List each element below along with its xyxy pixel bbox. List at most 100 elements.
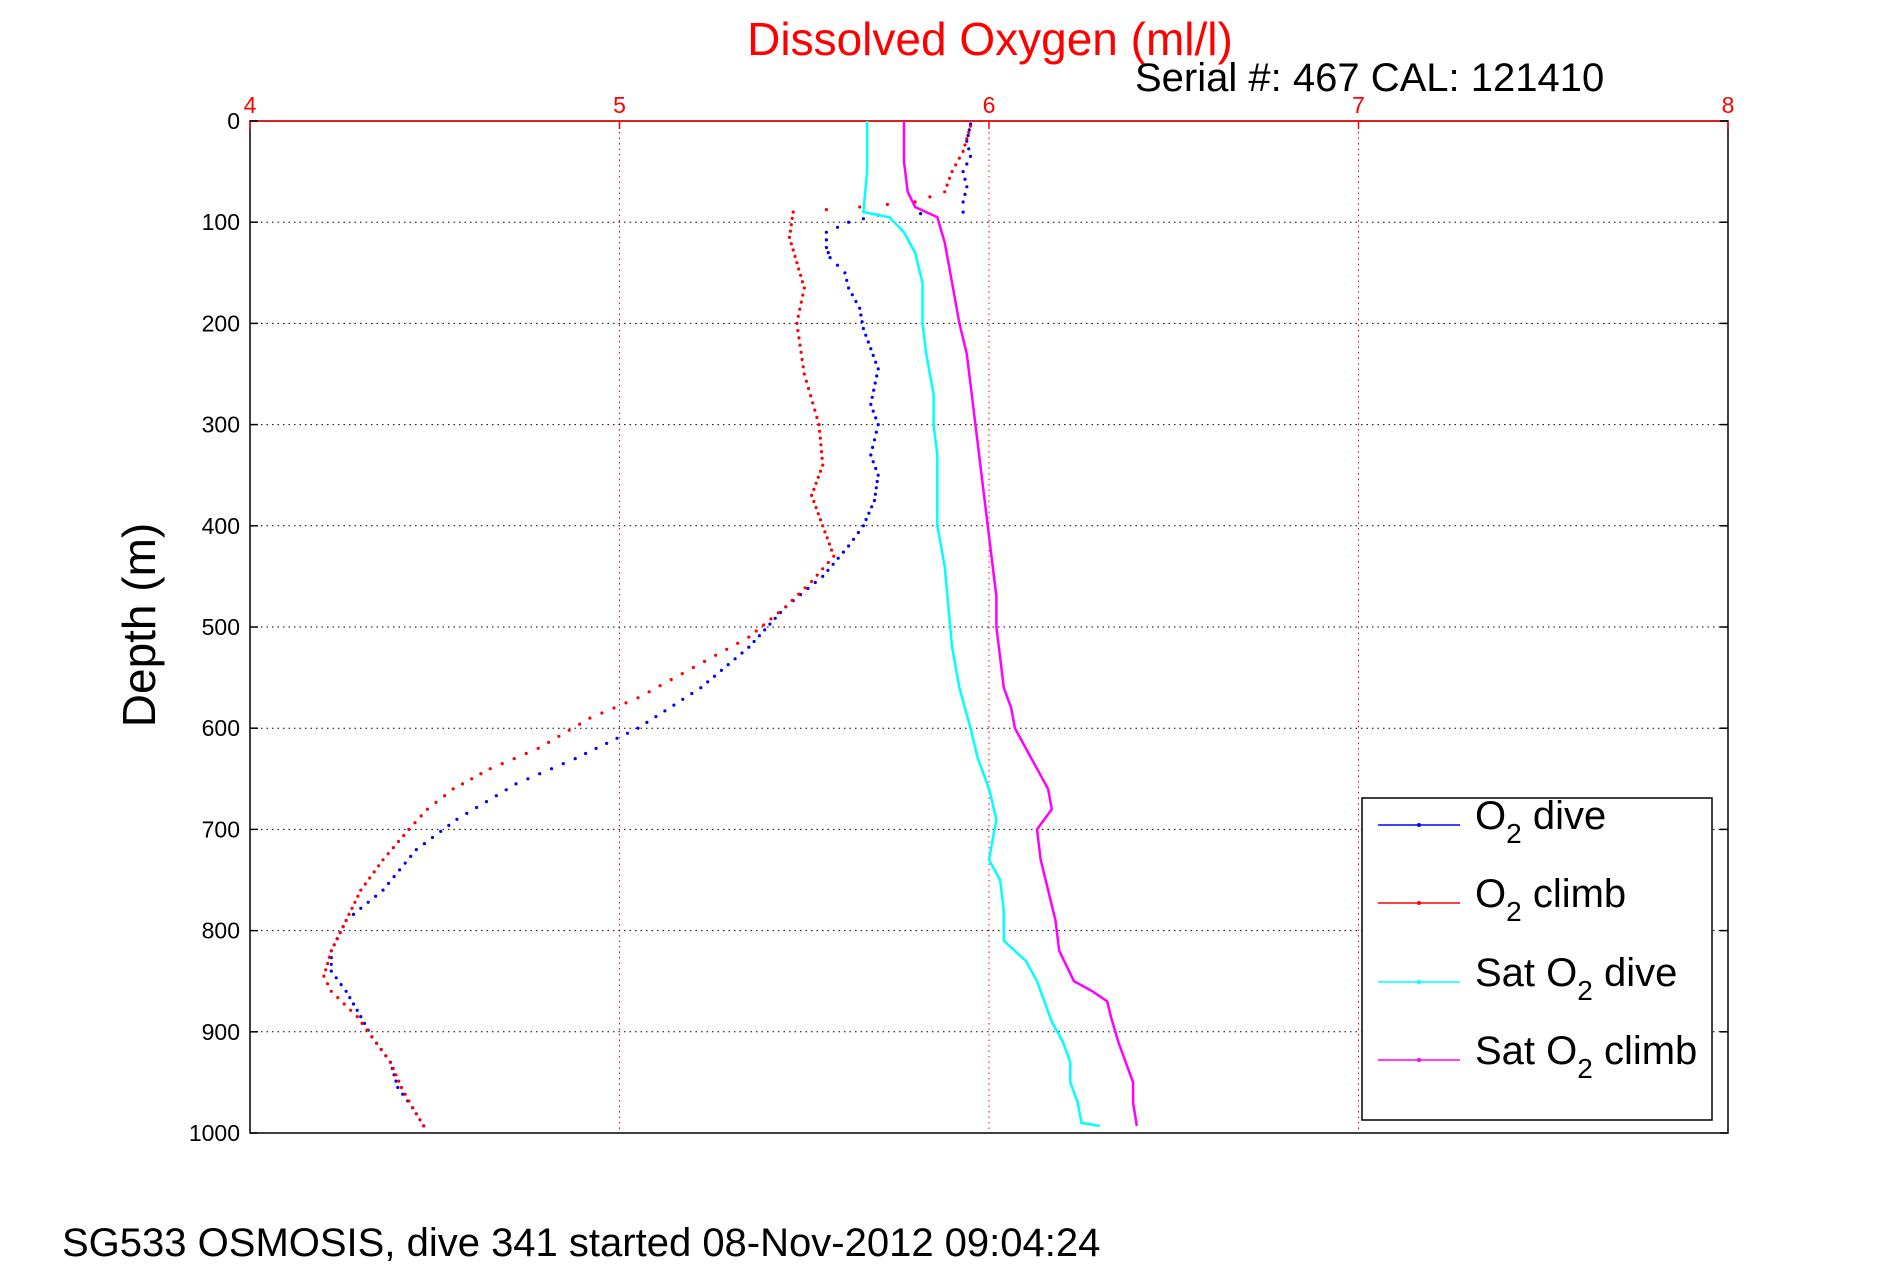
x-tick-label-1: 5 — [613, 92, 626, 118]
chart-footer: SG533 OSMOSIS, dive 341 started 08-Nov-2… — [62, 1221, 1100, 1262]
series-1-point-23 — [322, 974, 326, 978]
series-0-point-94 — [645, 720, 649, 725]
series-1-point-106 — [816, 475, 820, 479]
series-3 — [902, 121, 1139, 1127]
series-0-point-45 — [874, 416, 878, 420]
series-0-point-56 — [873, 492, 878, 496]
series-1-point-112 — [818, 436, 822, 440]
series-1-point-17 — [355, 1015, 359, 1019]
series-1-point-56 — [479, 772, 483, 776]
series-0-point-49 — [871, 445, 875, 449]
series-0-point-59 — [867, 511, 871, 515]
y-tick-label-0: 0 — [227, 108, 240, 134]
series-1-point-132 — [801, 293, 805, 297]
series-1-point-0 — [422, 1124, 426, 1128]
series-1-point-129 — [796, 314, 800, 318]
series-1-point-52 — [443, 794, 447, 798]
series-0-point-105 — [526, 777, 530, 781]
series-1-point-81 — [754, 629, 758, 633]
legend-item-0: O2 dive — [1378, 794, 1606, 849]
series-1-point-148 — [885, 202, 890, 207]
y-tick-label-9: 900 — [202, 1019, 240, 1045]
series-0-point-53 — [876, 473, 880, 477]
legend-label-3: Sat O2 climb — [1475, 1029, 1697, 1084]
series-1-point-126 — [797, 336, 801, 340]
series-1-point-154 — [950, 170, 954, 174]
series-0-point-4 — [967, 147, 971, 151]
series-1-point-34 — [350, 906, 354, 910]
series-0-point-54 — [875, 479, 879, 484]
series-1-point-50 — [425, 807, 429, 811]
series-0-point-44 — [871, 409, 875, 413]
series-1-point-72 — [658, 684, 662, 688]
series-0-point-30 — [859, 313, 863, 317]
y-tick-label-6: 600 — [202, 715, 240, 741]
series-0-point-17 — [835, 225, 840, 229]
series-0-point-143 — [359, 1015, 363, 1019]
series-1-point-51 — [434, 800, 438, 805]
series-1-point-22 — [326, 982, 330, 986]
series-1-point-47 — [407, 827, 411, 832]
series-1-point-92 — [826, 560, 830, 565]
series-1-point-79 — [736, 641, 740, 645]
series-0-point-95 — [636, 726, 640, 730]
series-0-point-85 — [719, 668, 724, 673]
series-1-point-61 — [536, 746, 540, 751]
series-0-point-98 — [605, 741, 609, 746]
series-1-point-99 — [818, 518, 823, 522]
series-0-point-142 — [355, 1008, 359, 1012]
series-0-point-42 — [870, 395, 874, 399]
series-0-point-67 — [831, 562, 835, 566]
series-0-point-83 — [733, 657, 737, 661]
series-0-point-82 — [740, 651, 744, 655]
x-tick-label-2: 6 — [983, 92, 996, 118]
series-1-point-123 — [800, 357, 804, 362]
series-1-point-37 — [359, 888, 363, 892]
series-0-point-102 — [561, 762, 565, 766]
series-1-point-78 — [725, 647, 729, 651]
series-0-point-9 — [965, 185, 969, 189]
series-0-point-31 — [860, 320, 864, 324]
series-0-point-25 — [845, 278, 849, 282]
series-0-point-80 — [752, 639, 756, 644]
series-0-point-52 — [874, 466, 878, 471]
series-1-point-33 — [347, 912, 351, 917]
series-1-point-120 — [804, 379, 809, 383]
series-1-point-122 — [801, 365, 805, 369]
series-0-point-37 — [874, 360, 878, 364]
legend-item-1: O2 climb — [1378, 872, 1626, 927]
series-0-point-140 — [348, 996, 352, 1000]
series-0-point-33 — [864, 333, 868, 337]
series-1-point-27 — [329, 949, 333, 953]
series-1-point-69 — [624, 701, 628, 705]
series-1-point-139 — [791, 248, 795, 252]
series-0-point-120 — [398, 868, 402, 872]
series-0-point-100 — [584, 751, 588, 756]
series-1-point-28 — [332, 943, 336, 947]
series-0-point-78 — [763, 628, 767, 632]
legend-marker-1 — [1417, 901, 1421, 905]
series-1-point-46 — [402, 833, 406, 838]
series-1-point-77 — [714, 653, 718, 657]
series-1-point-117 — [811, 401, 815, 405]
series-1-point-114 — [817, 423, 821, 427]
series-1-point-10 — [388, 1060, 392, 1064]
series-1-point-137 — [795, 261, 799, 265]
series-1-point-101 — [814, 506, 818, 510]
series-0-point-91 — [672, 703, 676, 707]
series-0-point-92 — [663, 709, 667, 713]
series-0-point-32 — [861, 326, 866, 331]
series-0-point-127 — [351, 912, 356, 917]
series-1-point-88 — [803, 586, 807, 590]
series-layer — [322, 121, 1139, 1128]
series-0-point-40 — [873, 381, 877, 385]
series-0-point-6 — [965, 162, 969, 166]
series-1-point-70 — [636, 696, 640, 700]
series-0-point-110 — [475, 805, 479, 810]
series-0-point-138 — [339, 983, 343, 987]
series-0-point-114 — [439, 829, 443, 834]
series-1-point-18 — [349, 1008, 353, 1012]
legend-marker-3 — [1417, 1058, 1421, 1062]
series-1-point-93 — [832, 554, 836, 558]
